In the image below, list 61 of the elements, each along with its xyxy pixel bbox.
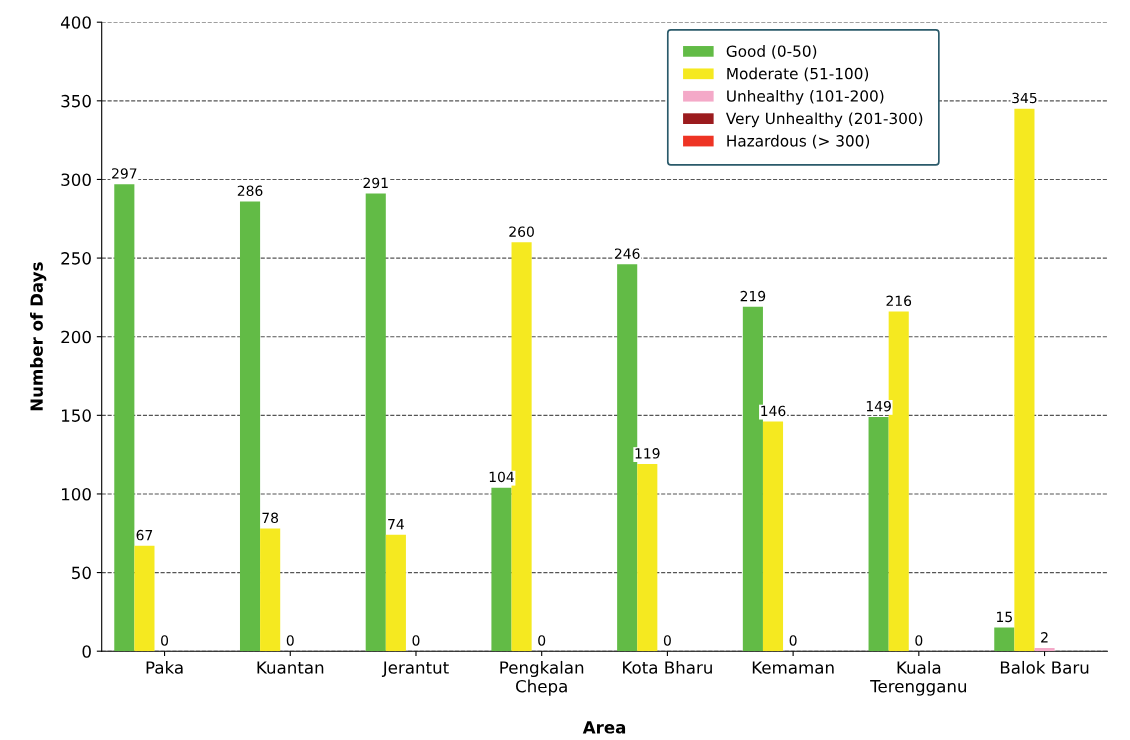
data-label: 286 xyxy=(237,185,263,196)
y-tick-label: 300 xyxy=(61,173,91,187)
y-tick-label: 400 xyxy=(60,16,91,29)
y-axis-title: Number of Days xyxy=(30,262,47,411)
data-label: 345 xyxy=(1012,92,1037,104)
x-tick-label: Pengkalan Chepa xyxy=(500,660,584,696)
bar xyxy=(1014,108,1035,652)
legend-label: Hazardous (> 300) xyxy=(727,134,870,149)
data-label: 0 xyxy=(412,635,420,646)
data-label: 15 xyxy=(997,611,1012,623)
legend-label: Moderate (51-100) xyxy=(727,67,869,82)
data-label: 67 xyxy=(136,529,153,541)
x-tick-label: Kemaman xyxy=(752,661,834,674)
bar xyxy=(365,193,386,652)
bar xyxy=(134,545,155,652)
data-label: 0 xyxy=(789,635,797,646)
data-label: 219 xyxy=(740,290,766,302)
data-label: 119 xyxy=(635,448,660,459)
y-tick-label: 350 xyxy=(61,94,91,108)
legend-label: Very Unhealthy (201-300) xyxy=(725,112,923,128)
bar xyxy=(762,421,784,652)
x-axis-title: Area xyxy=(582,721,626,734)
data-label: 216 xyxy=(886,295,912,307)
bar xyxy=(868,416,889,652)
data-label: 104 xyxy=(489,471,514,483)
data-label: 291 xyxy=(363,177,388,189)
y-tick-label: 200 xyxy=(61,330,91,344)
legend-label: Unhealthy (101-200) xyxy=(727,89,884,105)
data-label: 0 xyxy=(915,635,923,646)
y-tick-label: 50 xyxy=(72,566,91,580)
data-label: 246 xyxy=(614,248,640,259)
x-tick-label: Kota Bharu xyxy=(623,660,712,674)
data-label: 0 xyxy=(161,635,169,646)
data-label: 78 xyxy=(262,512,279,524)
data-label: 0 xyxy=(663,635,671,646)
x-tick-label: Kuala Terengganu xyxy=(870,660,967,696)
bar xyxy=(994,627,1015,652)
bar xyxy=(742,306,763,652)
bar xyxy=(114,184,135,652)
y-tick-label: 250 xyxy=(61,252,91,265)
data-label: 74 xyxy=(388,519,404,530)
data-label: 297 xyxy=(112,168,137,179)
bar xyxy=(385,534,406,652)
y-tick-label: 100 xyxy=(62,487,91,501)
data-label: 149 xyxy=(866,400,891,412)
x-tick-label: Paka xyxy=(146,660,183,674)
bar xyxy=(1034,648,1055,652)
bar xyxy=(637,464,658,652)
x-tick-label: Kuantan xyxy=(257,661,324,674)
data-label: 0 xyxy=(286,635,294,646)
data-label: 2 xyxy=(1041,632,1048,643)
data-label: 146 xyxy=(761,405,786,417)
data-label: 260 xyxy=(509,226,534,237)
y-tick-label: 0 xyxy=(82,645,91,658)
x-tick-label: Jerantut xyxy=(381,661,449,677)
y-tick-label: 150 xyxy=(62,409,91,422)
x-tick-label: Balok Baru xyxy=(1000,660,1089,674)
bar xyxy=(491,487,512,652)
legend-label: Good (0-50) xyxy=(726,45,817,59)
bar xyxy=(260,528,281,652)
data-label: 0 xyxy=(538,635,546,646)
